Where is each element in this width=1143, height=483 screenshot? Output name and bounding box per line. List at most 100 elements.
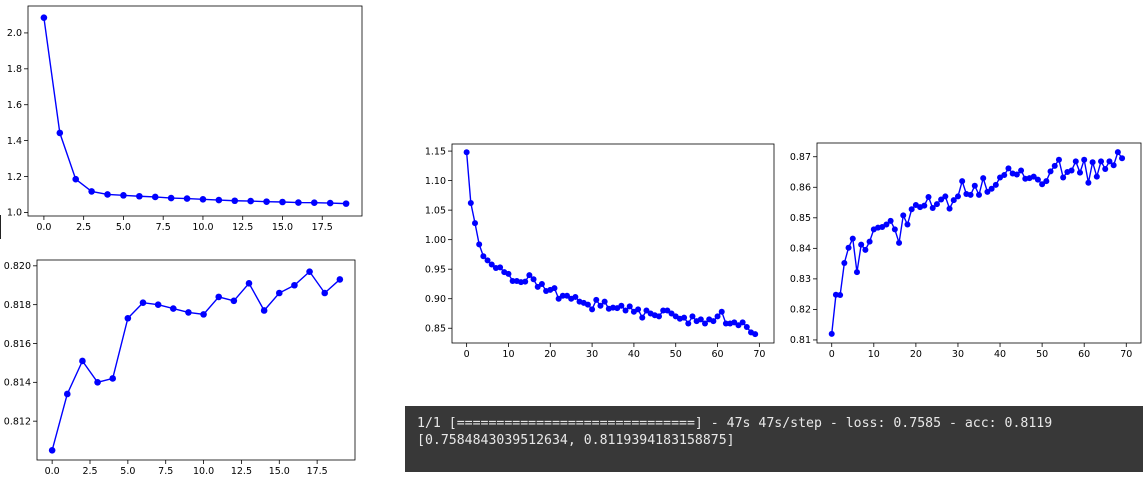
series-line — [831, 150, 1123, 334]
data-point — [971, 182, 978, 189]
data-point — [488, 261, 495, 268]
data-point — [48, 446, 56, 454]
x-tick-label: 17.5 — [312, 222, 333, 233]
x-tick-label: 15.0 — [269, 466, 290, 477]
data-point — [668, 310, 675, 317]
data-point — [247, 197, 254, 205]
data-point — [1102, 165, 1109, 172]
data-point — [1119, 155, 1126, 162]
x-tick-label: 5.0 — [116, 222, 131, 233]
data-point — [858, 241, 865, 248]
y-tick-label: 1.6 — [7, 100, 22, 111]
data-point — [559, 292, 566, 299]
data-point — [522, 278, 529, 285]
data-point — [618, 302, 625, 309]
data-point — [1060, 174, 1067, 181]
data-point — [572, 293, 579, 300]
y-tick-label: 0.818 — [4, 300, 31, 311]
data-point — [538, 280, 545, 287]
plot-frame — [816, 142, 1142, 344]
data-point — [72, 175, 80, 183]
data-point — [275, 289, 283, 297]
data-point — [230, 297, 238, 305]
data-point — [1001, 172, 1008, 179]
data-point — [933, 201, 940, 208]
data-point — [1043, 178, 1050, 185]
data-point — [120, 192, 127, 199]
y-tick-label: 0.816 — [4, 339, 31, 350]
data-point — [853, 269, 860, 276]
x-tick-label: 50 — [1036, 349, 1048, 360]
y-tick-label: 1.05 — [425, 205, 446, 216]
x-tick-label: 40 — [628, 349, 640, 360]
data-point — [954, 193, 961, 200]
terminal-output: 1/1 [==============================] - 4… — [405, 406, 1143, 472]
data-point — [1030, 173, 1037, 180]
data-point — [697, 316, 704, 323]
data-point — [1110, 162, 1117, 169]
x-tick-label: 15.0 — [272, 222, 293, 233]
x-tick-label: 7.5 — [156, 222, 171, 233]
data-point — [139, 299, 147, 307]
chart-svg: 0.0 2.5 5.0 7.5 10.0 12.5 15.0 17.5 0.812 0.814 0.… — [4, 259, 356, 477]
series-line — [51, 270, 341, 451]
y-tick-label: 1.15 — [425, 146, 446, 157]
data-point — [946, 205, 953, 212]
data-point — [967, 191, 974, 198]
terminal-line-result: [0.7584843039512634, 0.8119394183158875] — [417, 433, 735, 448]
x-tick-label: 30 — [952, 349, 964, 360]
data-point — [136, 192, 143, 200]
data-point — [743, 324, 750, 331]
data-point — [896, 239, 903, 246]
data-point — [980, 175, 987, 182]
x-tick-label: 0.0 — [36, 222, 51, 233]
x-tick-label: 7.5 — [158, 466, 173, 477]
data-point — [472, 220, 478, 227]
data-point — [1068, 167, 1075, 174]
data-point — [921, 202, 928, 209]
x-tick-label: 70 — [1120, 349, 1132, 360]
data-point — [992, 181, 999, 188]
x-tick-label: 70 — [753, 349, 765, 360]
y-tick-label: 0.814 — [4, 378, 31, 389]
x-tick-label: 5.0 — [120, 466, 135, 477]
data-point — [291, 281, 298, 289]
data-point — [866, 238, 873, 245]
data-point — [321, 289, 329, 297]
data-point — [94, 379, 101, 386]
data-point — [731, 319, 738, 326]
x-tick-label: 0 — [464, 349, 470, 360]
x-tick-label: 0 — [829, 349, 835, 360]
data-point — [526, 272, 533, 279]
y-tick-label: 1.4 — [7, 136, 22, 147]
data-point — [509, 277, 516, 284]
data-point — [1047, 168, 1054, 175]
data-point — [530, 276, 537, 283]
data-point — [976, 191, 982, 198]
data-point — [1093, 173, 1100, 180]
x-tick-label: 0.0 — [45, 466, 60, 477]
data-point — [925, 194, 932, 201]
y-tick-label: 0.83 — [790, 274, 811, 285]
data-point — [104, 191, 111, 198]
data-point — [714, 313, 721, 320]
plot-frame — [451, 143, 775, 344]
data-point — [167, 194, 175, 202]
data-point — [887, 217, 894, 224]
data-point — [942, 193, 949, 200]
y-tick-label: 0.85 — [425, 324, 446, 335]
data-point — [263, 198, 270, 205]
data-point — [484, 257, 491, 264]
x-tick-label: 60 — [711, 349, 723, 360]
x-tick-label: 20 — [910, 349, 922, 360]
x-tick-label: 30 — [586, 349, 598, 360]
data-point — [1051, 162, 1058, 169]
y-tick-label: 0.85 — [790, 213, 811, 224]
y-tick-label: 0.86 — [790, 183, 811, 194]
x-tick-label: 10 — [502, 349, 514, 360]
data-point — [564, 292, 570, 299]
x-tick-label: 20 — [544, 349, 556, 360]
x-tick-label: 40 — [994, 349, 1006, 360]
data-point — [849, 235, 856, 242]
data-point — [841, 260, 848, 266]
